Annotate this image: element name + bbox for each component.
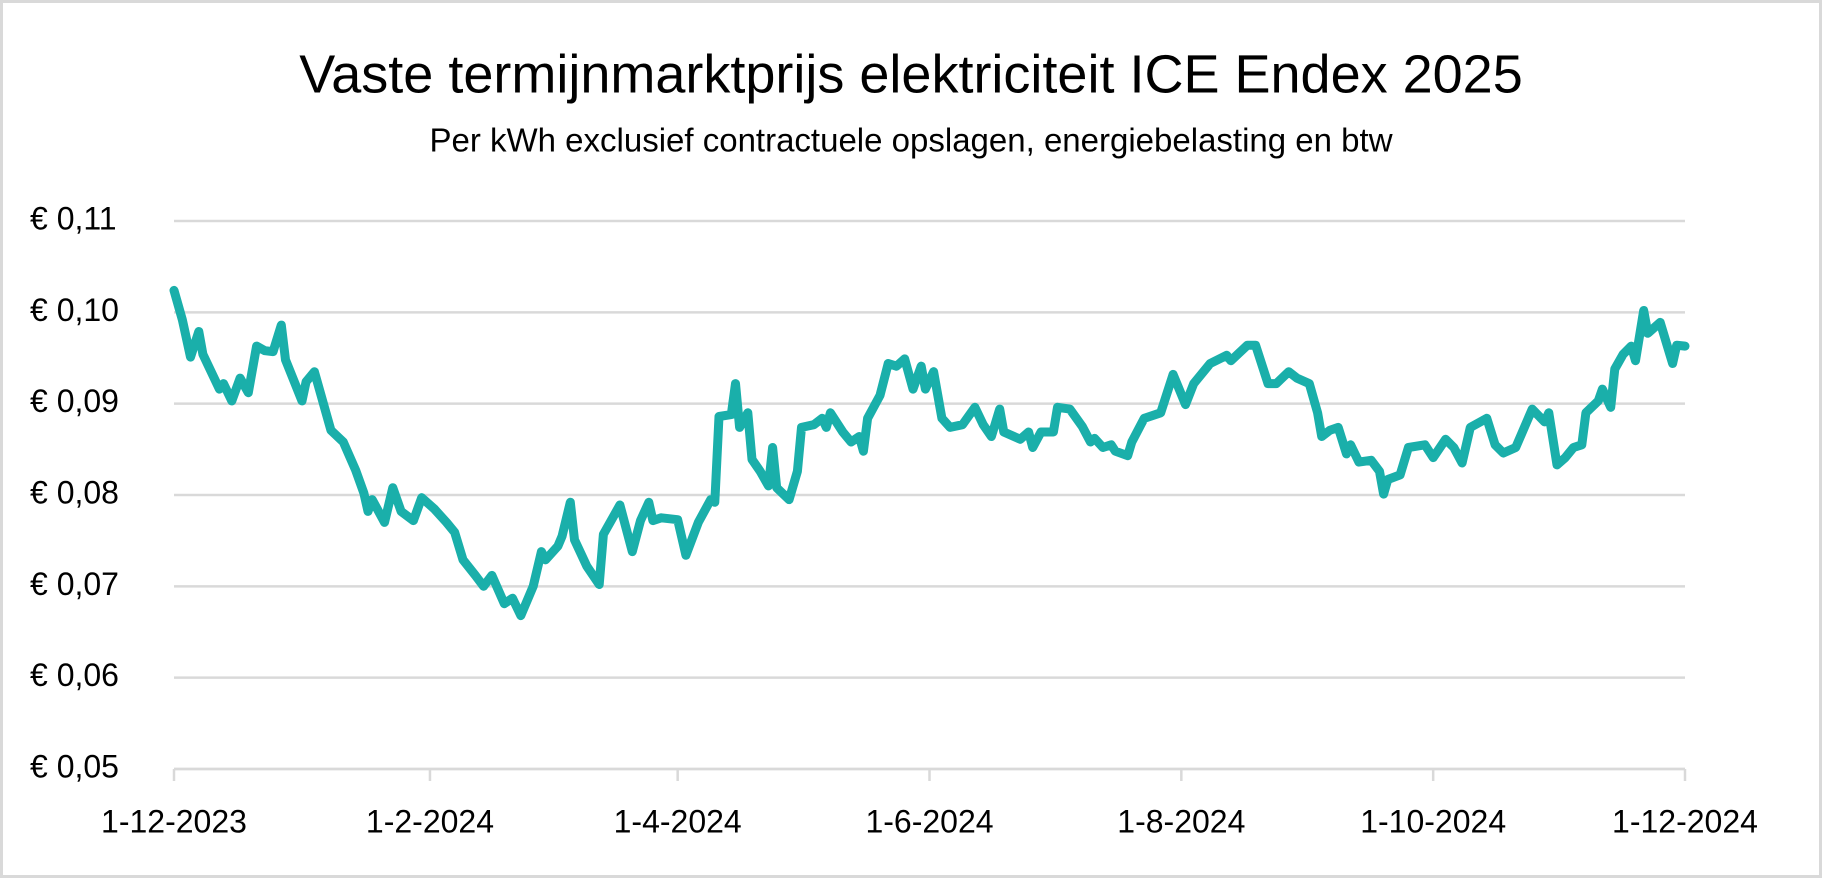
x-tick-label: 1-12-2024: [1612, 803, 1758, 839]
y-tick-label: € 0,06: [30, 657, 119, 693]
y-tick-label: € 0,11: [30, 200, 117, 236]
y-tick-label: € 0,05: [30, 748, 119, 784]
y-tick-label: € 0,08: [30, 474, 119, 510]
chart-title: Vaste termijnmarktprijs elektriciteit IC…: [299, 44, 1522, 104]
y-tick-label: € 0,09: [30, 383, 119, 419]
x-tick-label: 1-10-2024: [1360, 803, 1506, 839]
x-tick-label: 1-2-2024: [366, 803, 494, 839]
x-tick-label: 1-6-2024: [865, 803, 993, 839]
price-line: [169, 285, 1690, 621]
x-tick-label: 1-4-2024: [614, 803, 742, 839]
y-tick-label: € 0,10: [30, 292, 119, 328]
x-tick-label: 1-8-2024: [1117, 803, 1245, 839]
x-tick-label: 1-12-2023: [101, 803, 247, 839]
chart-subtitle: Per kWh exclusief contractuele opslagen,…: [429, 122, 1392, 159]
y-tick-label: € 0,07: [30, 566, 119, 602]
